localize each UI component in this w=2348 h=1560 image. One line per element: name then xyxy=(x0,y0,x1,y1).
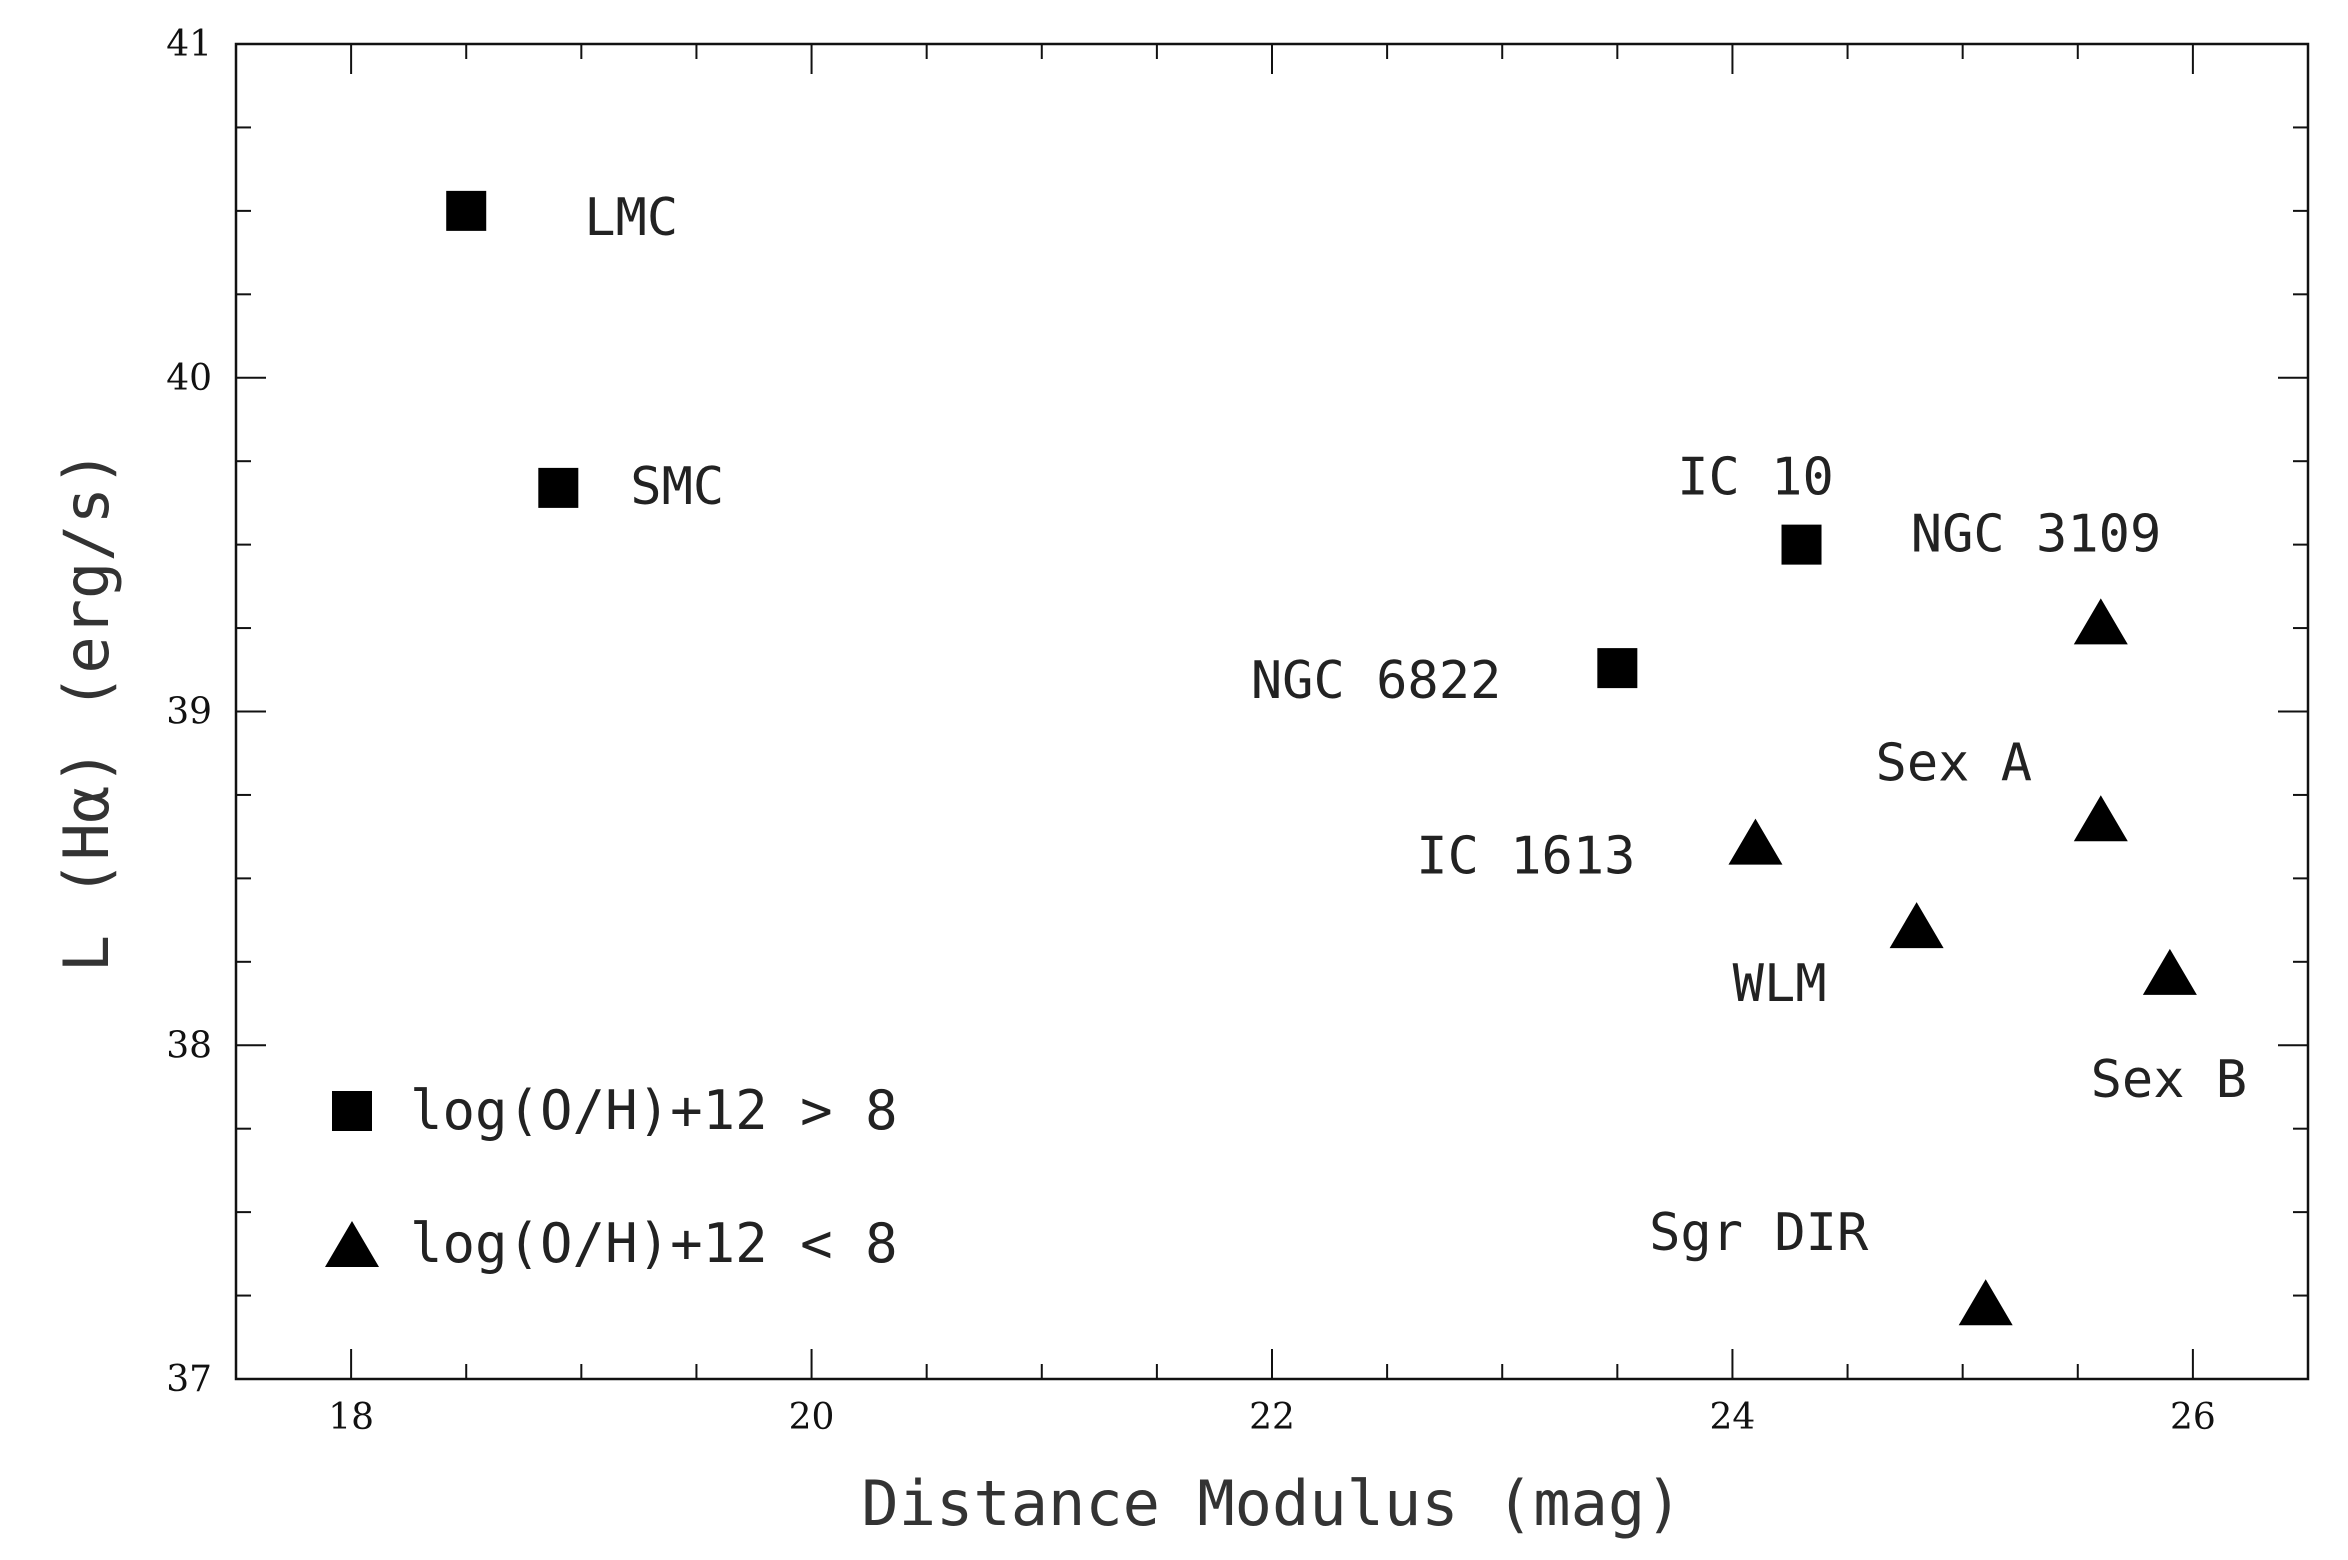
y-axis-title: L (Hα) (erg/s) xyxy=(50,450,123,973)
tick-labels: 18 20 22 24 26 37 38 39 40 41 xyxy=(166,24,2216,1438)
point-label: IC 10 xyxy=(1677,448,1834,508)
y-tick-label: 38 xyxy=(166,1025,212,1066)
legend-label: log(O/H)+12 > 8 xyxy=(410,1079,898,1142)
point-label: NGC 6822 xyxy=(1251,651,1501,711)
legend-square-marker xyxy=(332,1091,372,1131)
square-marker xyxy=(1781,524,1822,565)
triangle-marker xyxy=(2073,598,2128,645)
legend-triangle-marker xyxy=(325,1221,379,1267)
square-marker xyxy=(1597,648,1638,689)
y-tick-label: 39 xyxy=(166,692,212,733)
triangle-marker xyxy=(1889,902,1944,949)
point-label: SMC xyxy=(630,457,724,517)
y-tick-label: 40 xyxy=(166,358,212,399)
data-markers xyxy=(446,190,2197,1326)
legend-label: log(O/H)+12 < 8 xyxy=(410,1212,898,1275)
point-label: LMC xyxy=(584,188,678,248)
x-axis-title: Distance Modulus (mag) xyxy=(861,1467,1682,1540)
point-label: NGC 3109 xyxy=(1911,504,2161,564)
x-tick-label: 20 xyxy=(789,1397,835,1438)
point-label: Sex B xyxy=(2091,1050,2248,1110)
legend: log(O/H)+12 > 8 log(O/H)+12 < 8 xyxy=(325,1079,898,1275)
point-label: Sex A xyxy=(1876,733,2033,793)
square-marker xyxy=(538,467,579,508)
data-labels: LMC SMC IC 10 NGC 6822 NGC 3109 Sex A IC 1613 W… xyxy=(584,188,2247,1263)
point-label: WLM xyxy=(1733,954,1827,1014)
point-label: Sgr DIR xyxy=(1649,1203,1869,1263)
axis-ticks xyxy=(235,43,2309,1380)
triangle-marker xyxy=(2073,795,2128,842)
x-tick-label: 22 xyxy=(1249,1397,1295,1438)
x-tick-label: 18 xyxy=(328,1397,374,1438)
square-marker xyxy=(446,190,487,231)
point-label: IC 1613 xyxy=(1416,827,1635,887)
triangle-marker xyxy=(2142,948,2197,995)
y-tick-label: 41 xyxy=(166,24,212,65)
x-tick-label: 26 xyxy=(2170,1397,2216,1438)
x-tick-label: 24 xyxy=(1710,1397,1756,1438)
triangle-marker xyxy=(1958,1279,2013,1326)
plot-frame xyxy=(234,42,2310,1381)
triangle-marker xyxy=(1728,818,1783,865)
y-tick-label: 37 xyxy=(166,1359,212,1400)
